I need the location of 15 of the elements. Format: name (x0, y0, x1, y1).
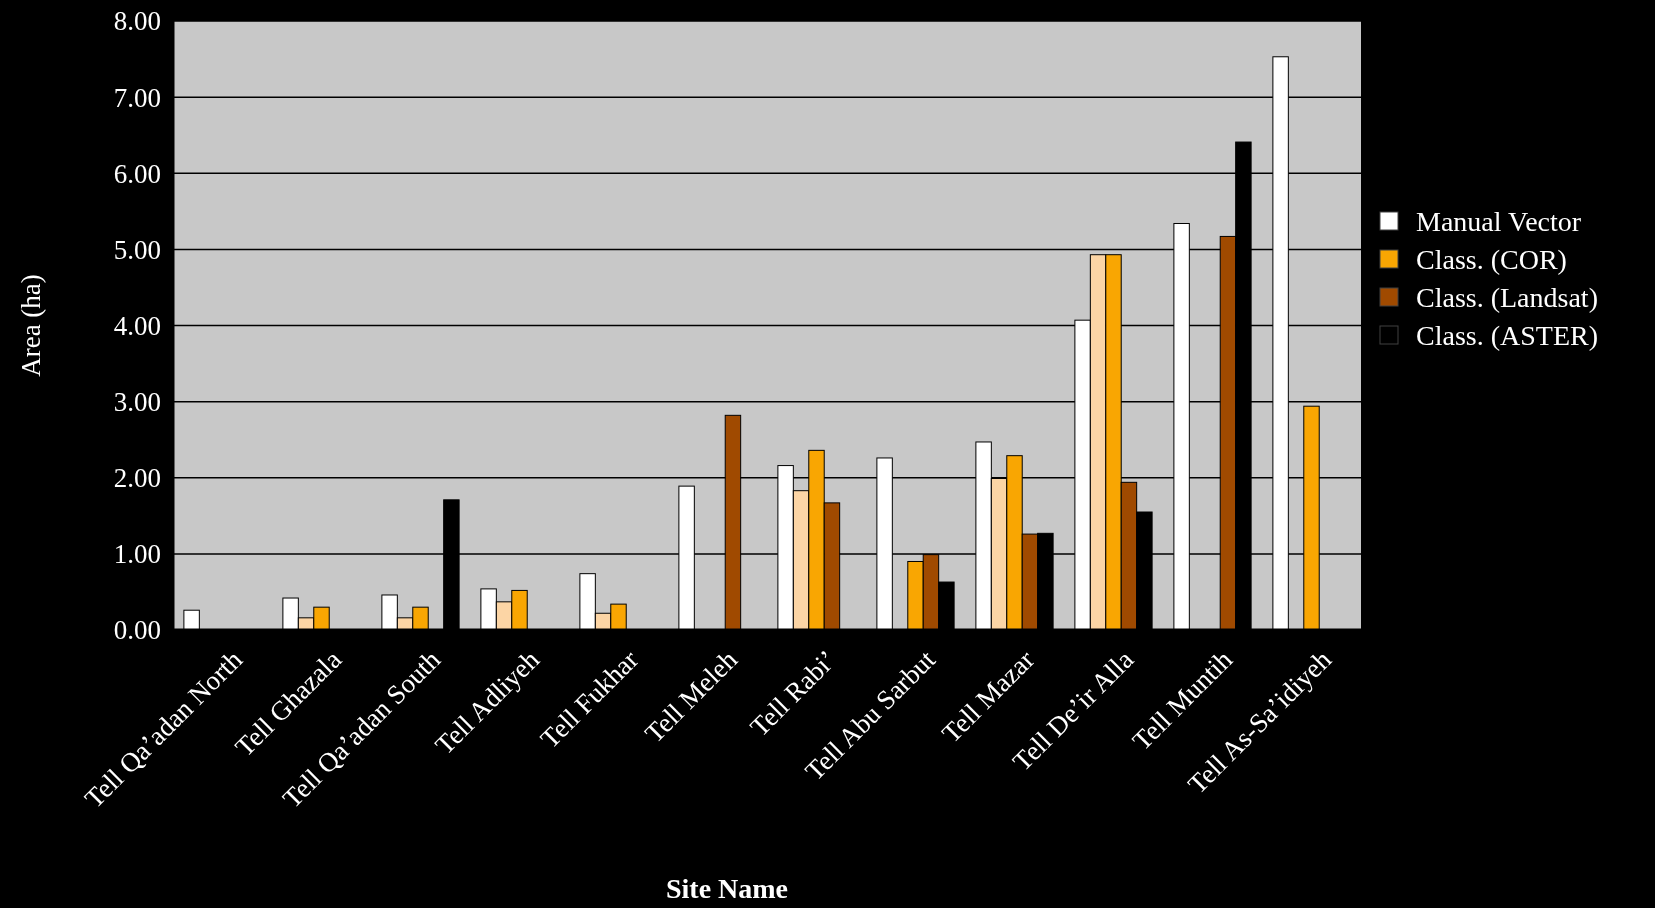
y-tick-label: 5.00 (113, 234, 161, 265)
legend-label: Class. (Landsat) (1416, 281, 1598, 313)
y-tick-label: 8.00 (113, 6, 161, 37)
y-tick-label: 0.00 (113, 615, 161, 646)
x-axis-title: Site Name (665, 873, 789, 904)
y-tick-label: 7.00 (113, 82, 161, 113)
y-tick-label: 1.00 (113, 539, 161, 570)
legend-label: Manual Vector (1416, 205, 1582, 237)
y-tick-label: 3.00 (113, 387, 161, 418)
y-tick-label: 4.00 (113, 310, 161, 341)
y-tick-label: 6.00 (113, 158, 161, 189)
legend-label: Class. (COR) (1416, 243, 1567, 275)
y-axis-title: Area (ha) (16, 274, 46, 377)
y-tick-label: 2.00 (113, 463, 161, 494)
legend-label: Class. (ASTER) (1416, 319, 1598, 351)
